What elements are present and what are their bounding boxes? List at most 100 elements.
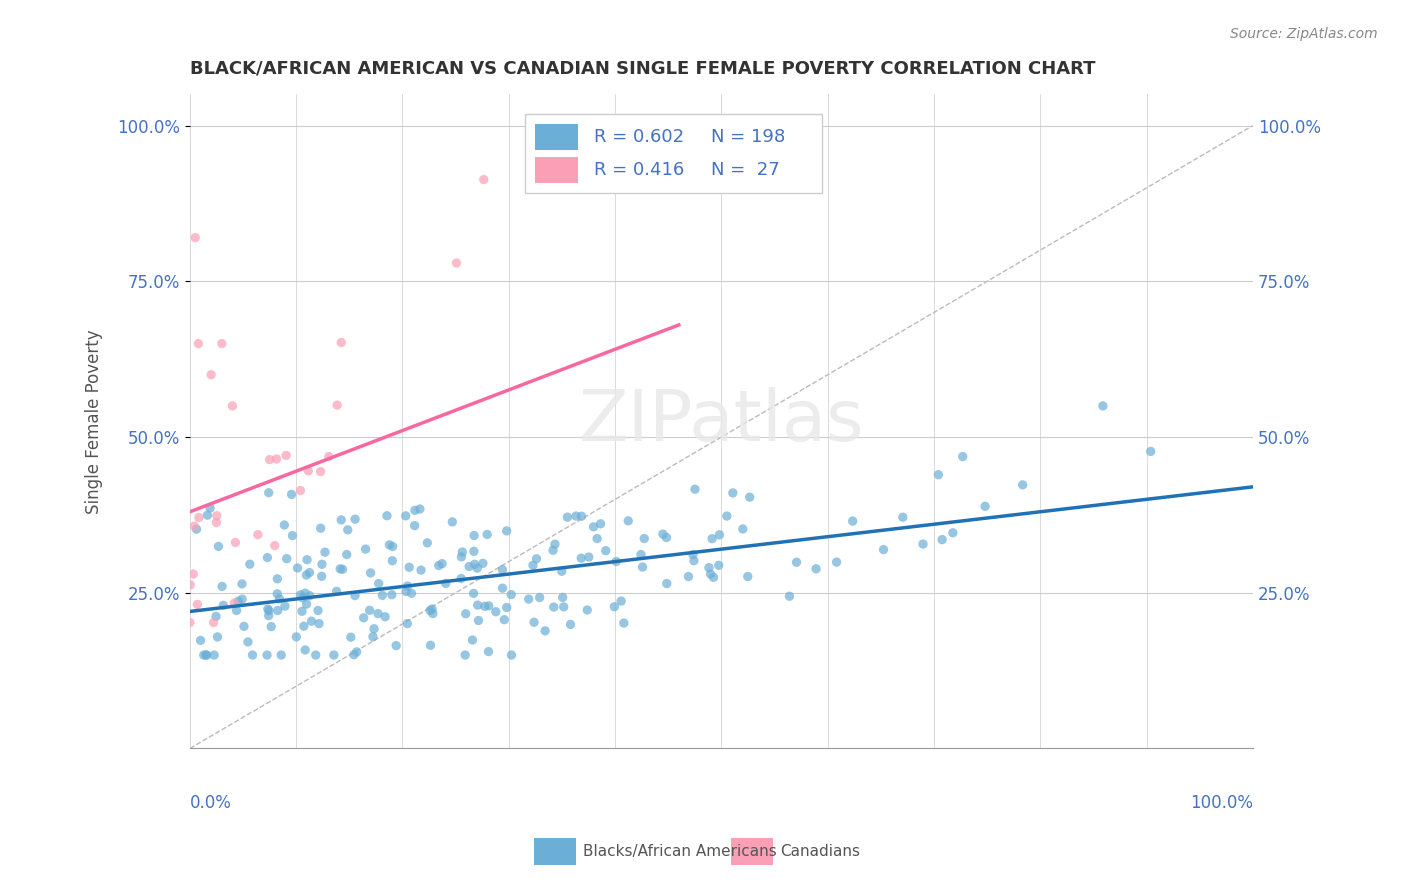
Point	[281, 528, 304, 542]
Point	[353, 611, 375, 625]
Point	[184, 230, 207, 244]
Point	[700, 532, 723, 546]
Point	[578, 549, 600, 564]
Point	[841, 514, 863, 528]
Point	[346, 645, 368, 659]
Point	[343, 648, 366, 662]
Point	[311, 558, 333, 572]
Point	[523, 615, 546, 630]
Point	[381, 588, 404, 602]
Point	[463, 586, 485, 600]
Point	[589, 516, 612, 531]
Point	[697, 560, 720, 574]
Point	[242, 648, 264, 662]
Point	[551, 564, 574, 578]
Point	[224, 596, 246, 610]
Point	[582, 520, 605, 534]
Point	[422, 607, 444, 621]
Point	[294, 586, 316, 600]
Point	[211, 579, 233, 593]
Point	[416, 536, 439, 550]
Point	[571, 509, 593, 524]
Point	[375, 508, 398, 523]
Point	[534, 624, 557, 638]
Point	[472, 172, 495, 186]
Point	[193, 648, 215, 662]
Point	[179, 615, 201, 630]
Point	[378, 538, 401, 552]
Point	[1091, 399, 1114, 413]
Point	[270, 648, 292, 662]
Point	[367, 607, 389, 621]
Point	[186, 598, 208, 612]
Point	[329, 562, 352, 576]
Point	[942, 525, 965, 540]
Point	[586, 532, 609, 546]
Point	[266, 587, 288, 601]
Point	[314, 545, 336, 559]
Point	[463, 544, 485, 558]
Point	[260, 619, 283, 633]
Point	[290, 483, 312, 498]
Point	[396, 579, 419, 593]
Point	[318, 450, 340, 464]
Point	[305, 648, 328, 662]
Point	[205, 609, 228, 624]
Point	[419, 638, 441, 652]
Point	[501, 588, 523, 602]
Point	[330, 335, 353, 350]
Point	[630, 548, 652, 562]
Point	[367, 576, 389, 591]
Point	[825, 555, 848, 569]
Point	[471, 557, 494, 571]
Point	[467, 614, 489, 628]
Point	[257, 608, 280, 623]
Point	[257, 604, 280, 618]
Point	[187, 336, 209, 351]
Point	[398, 560, 420, 574]
Point	[343, 589, 366, 603]
Point	[721, 486, 744, 500]
Point	[361, 630, 384, 644]
Point	[256, 648, 278, 662]
Point	[326, 398, 349, 412]
Point	[197, 508, 219, 523]
Point	[613, 615, 636, 630]
Point	[409, 563, 432, 577]
Point	[292, 619, 315, 633]
Text: Canadians: Canadians	[780, 845, 860, 859]
Point	[931, 533, 953, 547]
Point	[311, 569, 333, 583]
Point	[221, 399, 243, 413]
Point	[294, 643, 316, 657]
Point	[404, 518, 426, 533]
Point	[702, 570, 724, 584]
Point	[332, 562, 354, 576]
Point	[738, 490, 761, 504]
Point	[465, 561, 488, 575]
Point	[477, 644, 499, 658]
Point	[371, 588, 394, 602]
Point	[298, 566, 321, 580]
Point	[385, 639, 408, 653]
Point	[381, 540, 404, 554]
FancyBboxPatch shape	[536, 157, 578, 183]
Point	[295, 552, 318, 566]
Point	[181, 566, 204, 581]
Point	[1139, 444, 1161, 458]
Point	[891, 510, 914, 524]
FancyBboxPatch shape	[536, 124, 578, 150]
Point	[395, 508, 418, 523]
Point	[716, 509, 738, 524]
Point	[190, 633, 212, 648]
Point	[395, 584, 418, 599]
Point	[463, 528, 485, 542]
Point	[200, 368, 222, 382]
Point	[309, 465, 332, 479]
Text: R = 0.416: R = 0.416	[593, 161, 685, 178]
Point	[872, 542, 894, 557]
Point	[710, 131, 733, 145]
Point	[595, 543, 617, 558]
Point	[285, 630, 308, 644]
Point	[610, 594, 633, 608]
